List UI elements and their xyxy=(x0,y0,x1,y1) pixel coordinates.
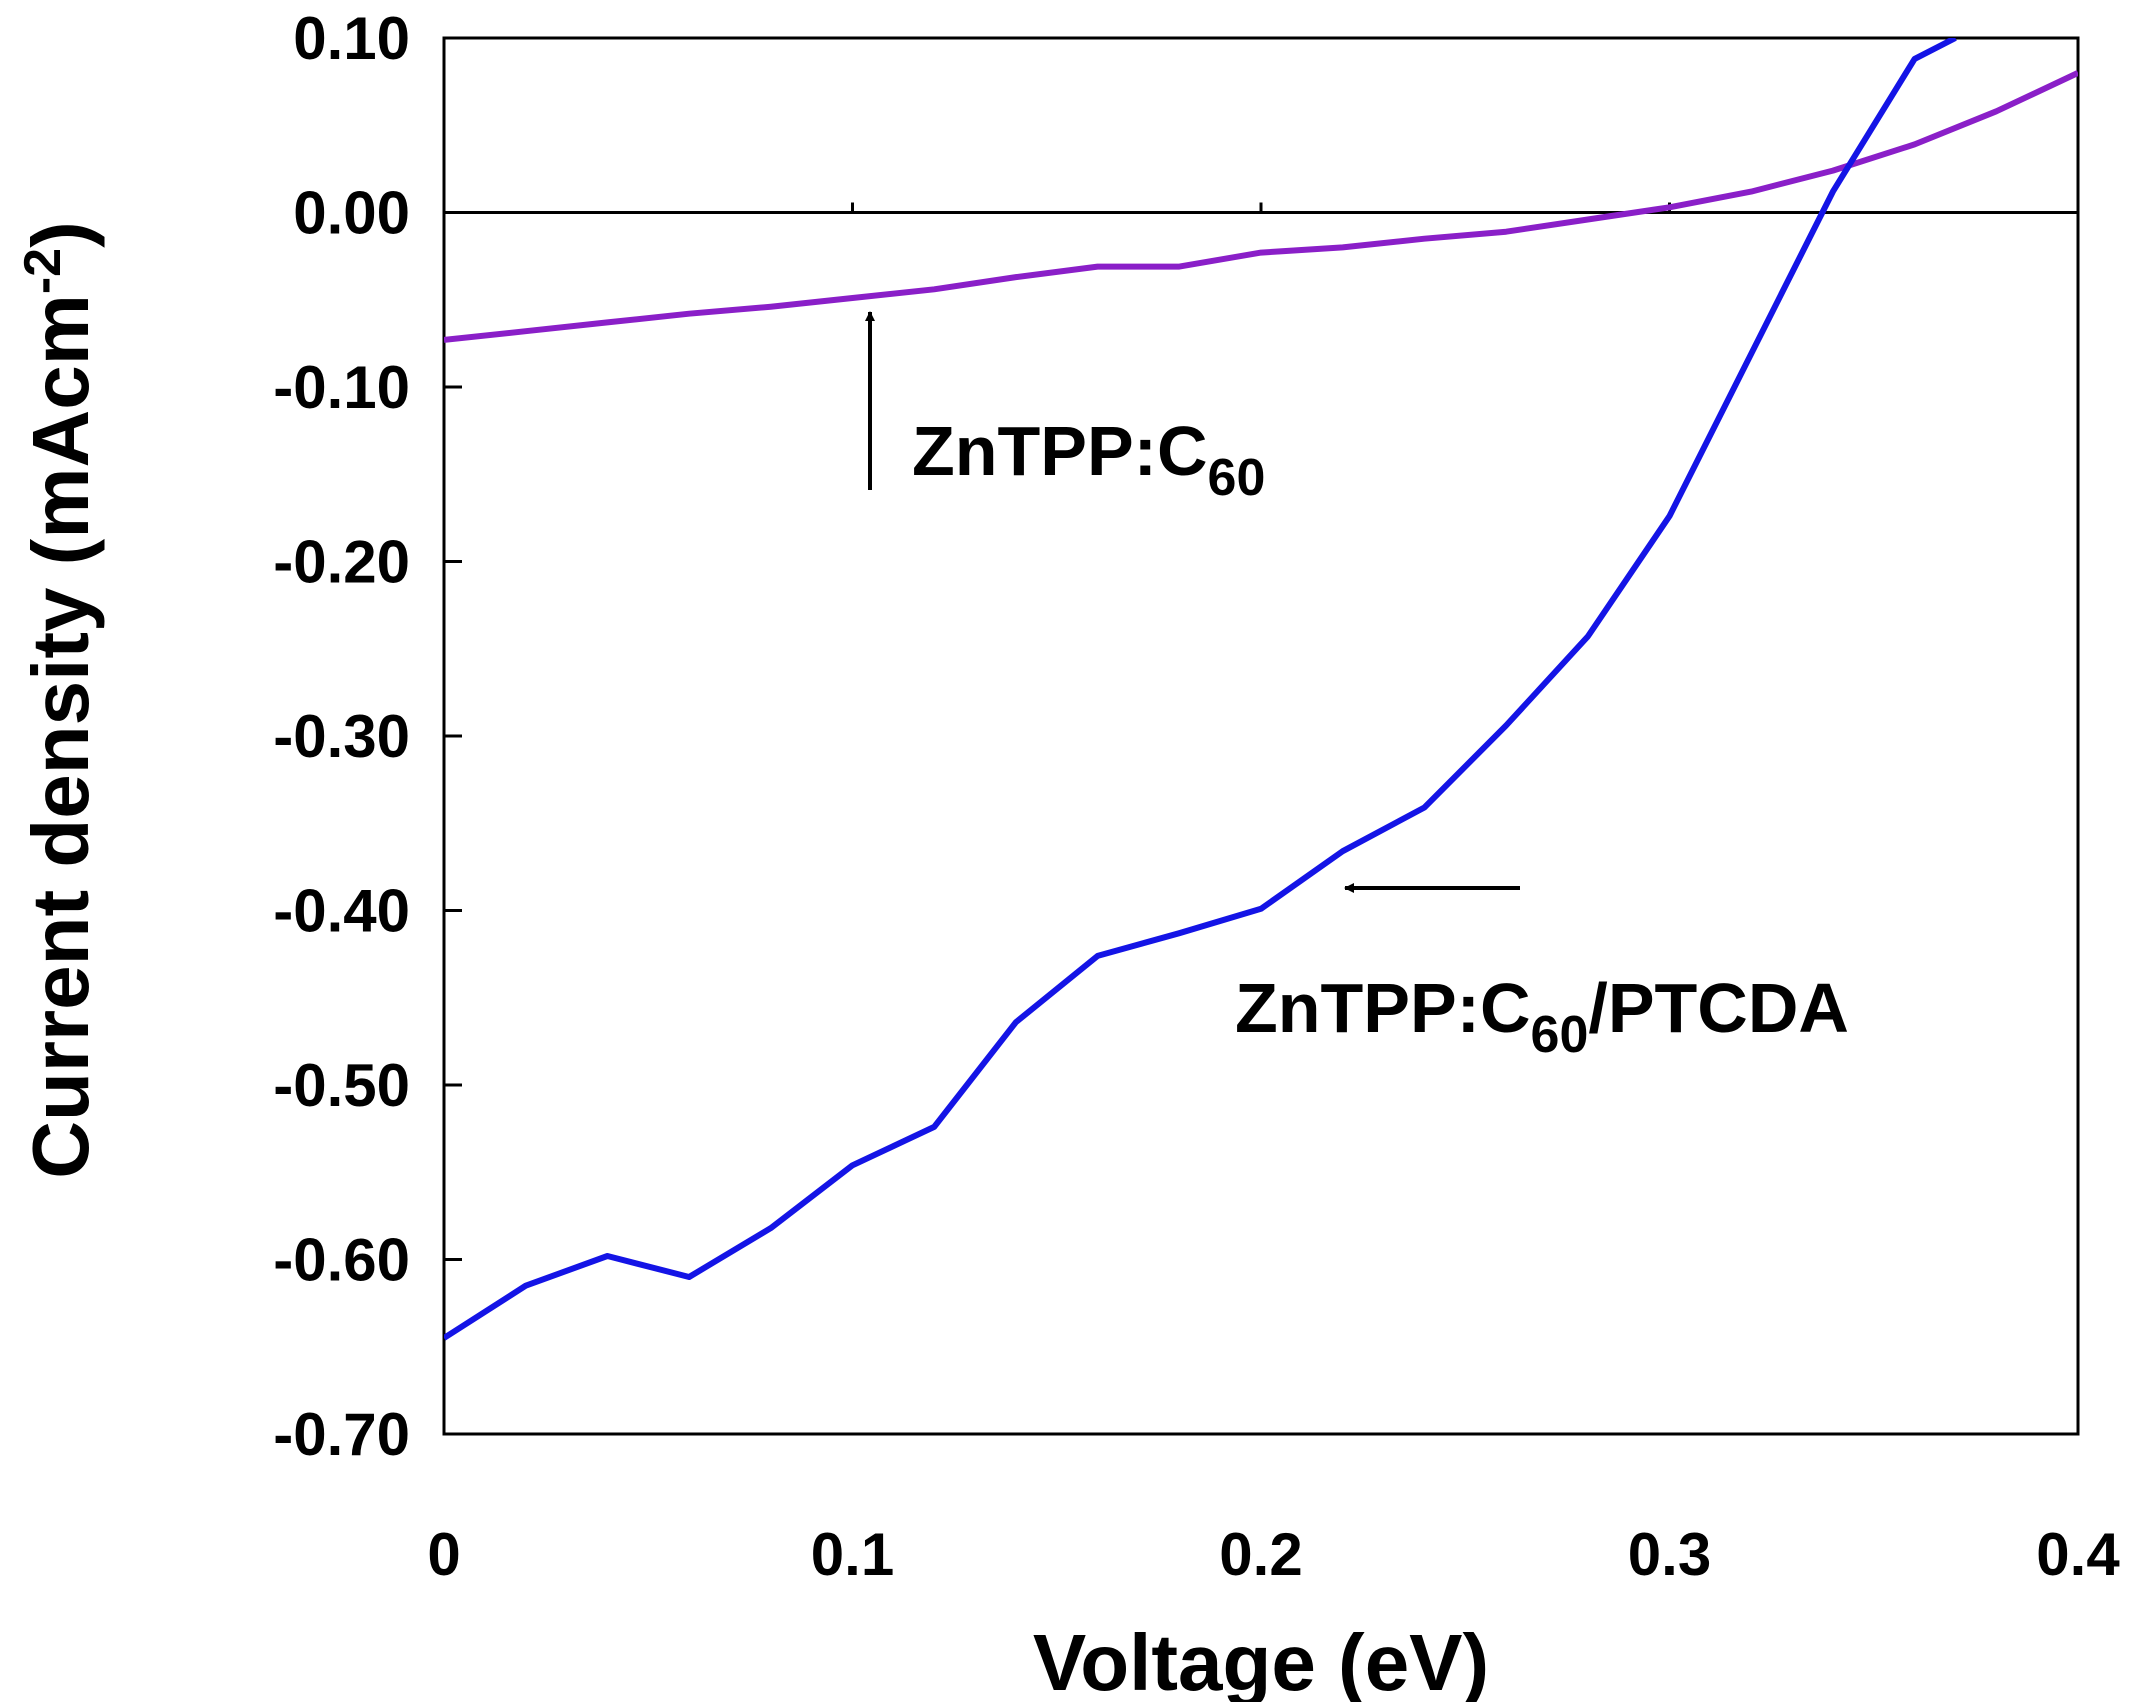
y-tick-label: 0.10 xyxy=(293,5,410,72)
annotation-label-znttp-c60: ZnTPP:C60 xyxy=(912,412,1265,507)
y-tick-label: -0.60 xyxy=(273,1227,410,1294)
x-tick-label: 0.2 xyxy=(1219,1521,1302,1588)
series-line-znttp-c60 xyxy=(444,70,2078,343)
y-tick-label: -0.70 xyxy=(273,1401,410,1468)
x-tick-label: 0.3 xyxy=(1628,1521,1711,1588)
x-tick-label: 0 xyxy=(427,1521,460,1588)
y-tick-label: -0.10 xyxy=(273,354,410,421)
y-tick-label: 0.00 xyxy=(293,180,410,247)
y-tick-label: -0.20 xyxy=(273,529,410,596)
y-tick-label: -0.30 xyxy=(273,703,410,770)
y-axis-title-close: ) xyxy=(16,221,105,248)
y-tick-label: -0.40 xyxy=(273,878,410,945)
y-axis-title-main: Current density (mAcm xyxy=(16,294,105,1179)
y-axis-title-sup: -2 xyxy=(14,248,72,294)
annotation-1-sub: 60 xyxy=(1208,449,1266,507)
annotation-2-main: ZnTPP:C xyxy=(1235,969,1531,1047)
plot-frame xyxy=(442,36,2080,1436)
x-tick-label: 0.1 xyxy=(811,1521,894,1588)
annotation-2-tail: /PTCDA xyxy=(1588,969,1849,1047)
y-axis-title: Current density (mAcm-2) xyxy=(14,221,105,1179)
annotation-2-sub: 60 xyxy=(1531,1006,1589,1064)
annotation-label-znttp-c60-ptcda: ZnTPP:C60/PTCDA xyxy=(1235,969,1849,1064)
y-tick-label: -0.50 xyxy=(273,1052,410,1119)
annotation-1-main: ZnTPP:C xyxy=(912,412,1208,490)
x-axis-title: Voltage (eV) xyxy=(1033,1618,1489,1702)
series-line-znttp-c60-ptcda xyxy=(444,38,1957,1341)
x-tick-label: 0.4 xyxy=(2036,1521,2120,1588)
